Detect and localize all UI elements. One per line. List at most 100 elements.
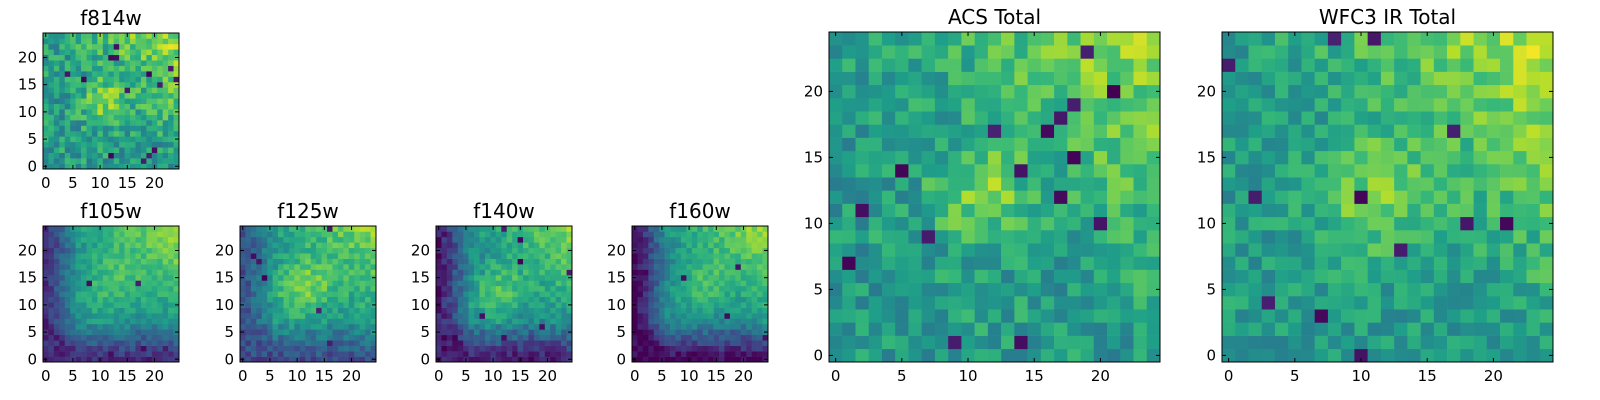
heatmap-cell: [1500, 58, 1514, 72]
heatmap-cell: [162, 285, 169, 292]
heatmap-cell: [113, 258, 120, 265]
heatmap-cell: [961, 111, 975, 125]
heatmap-cell: [162, 291, 169, 298]
heatmap-cell: [757, 302, 763, 308]
heatmap-cell: [151, 43, 158, 50]
heatmap-cell: [757, 269, 763, 276]
heatmap-cell: [1120, 177, 1134, 191]
heatmap-cell: [1274, 190, 1289, 204]
heatmap-cell: [348, 258, 355, 265]
heatmap-cell: [691, 318, 698, 325]
heatmap-cell: [934, 32, 949, 46]
heatmap-cell: [642, 258, 649, 265]
heatmap-cell: [961, 164, 975, 178]
heatmap-cell: [708, 258, 714, 265]
heatmap-cell: [113, 54, 120, 61]
heatmap-cell: [1301, 269, 1315, 284]
heatmap-cell: [278, 356, 284, 363]
heatmap-cell: [708, 334, 714, 341]
heatmap-cell: [64, 307, 71, 314]
heatmap-cell: [124, 285, 131, 292]
heatmap-cell: [113, 329, 120, 336]
heatmap-cell: [365, 313, 371, 319]
heatmap-cell: [921, 150, 936, 165]
heatmap-cell: [829, 322, 843, 336]
heatmap-cell: [1001, 84, 1015, 99]
heatmap-cell: [135, 43, 142, 50]
heatmap-cell: [48, 258, 55, 265]
heatmap-cell: [146, 54, 153, 61]
heatmap-cell: [659, 318, 665, 325]
heatmap-cell: [1040, 32, 1055, 46]
heatmap-cell: [119, 351, 125, 357]
heatmap-cell: [310, 323, 317, 330]
heatmap-cell: [544, 236, 551, 243]
heatmap-cell: [157, 49, 163, 56]
heatmap-cell: [81, 81, 87, 88]
heatmap-cell: [566, 280, 573, 287]
heatmap-cell: [746, 313, 752, 319]
heatmap-cell: [113, 65, 120, 72]
heatmap-cell: [528, 313, 535, 319]
heatmap-cell: [501, 269, 508, 276]
heatmap-cell: [43, 231, 49, 238]
heatmap-cell: [64, 33, 71, 39]
heatmap-cell: [1301, 296, 1315, 310]
heatmap-cell: [108, 274, 115, 281]
heatmap-cell: [278, 285, 284, 292]
heatmap-cell: [987, 282, 1002, 297]
heatmap-cell: [53, 60, 60, 66]
heatmap-cell: [501, 345, 508, 352]
heatmap-cell: [881, 71, 896, 86]
heatmap-cell: [1120, 111, 1134, 125]
heatmap-cell: [1248, 243, 1263, 257]
heatmap-cell: [1093, 256, 1108, 270]
heatmap-cell: [523, 351, 529, 357]
heatmap-cell: [648, 313, 655, 319]
heatmap-cell: [642, 253, 649, 259]
heatmap-cell: [1027, 150, 1042, 165]
heatmap-cell: [108, 92, 115, 99]
heatmap-cell: [135, 49, 142, 56]
heatmap-cell: [173, 92, 180, 99]
heatmap-cell: [146, 302, 153, 308]
heatmap-cell: [908, 348, 922, 363]
heatmap-cell: [327, 242, 333, 249]
heatmap-cell: [436, 264, 442, 270]
heatmap-cell: [463, 296, 469, 303]
heatmap-cell: [130, 323, 136, 330]
heatmap-cell: [735, 264, 742, 270]
heatmap-cell: [1120, 296, 1134, 310]
heatmap-cell: [1222, 322, 1236, 336]
heatmap-cell: [566, 269, 573, 276]
heatmap-cell: [1539, 243, 1554, 257]
heatmap-cell: [119, 65, 125, 72]
heatmap-cell: [1080, 203, 1095, 218]
heatmap-cell: [895, 322, 909, 336]
heatmap-cell: [533, 285, 540, 292]
heatmap-cell: [1473, 230, 1488, 244]
heatmap-cell: [1288, 256, 1302, 270]
heatmap-cell: [97, 114, 104, 121]
heatmap-cell: [691, 334, 698, 341]
heatmap-cell: [146, 340, 153, 346]
heatmap-cell: [1341, 216, 1355, 231]
heatmap-cell: [162, 231, 169, 238]
heatmap-cell: [490, 274, 497, 281]
heatmap-cell: [278, 302, 284, 308]
heatmap-cell: [48, 163, 55, 170]
heatmap-cell: [1054, 164, 1068, 178]
heatmap-cell: [490, 264, 497, 270]
heatmap-cell: [751, 302, 758, 308]
heatmap-cell: [934, 150, 949, 165]
x-tick-label: 0: [41, 174, 51, 192]
heatmap-cell: [908, 190, 922, 204]
heatmap-cell: [321, 329, 328, 336]
heatmap-cell: [446, 356, 453, 363]
heatmap-cell: [321, 242, 328, 249]
heatmap-cell: [637, 280, 644, 287]
heatmap-cell: [1433, 243, 1448, 257]
heatmap-cell: [157, 163, 163, 170]
heatmap-cell: [1133, 282, 1148, 297]
heatmap-cell: [91, 114, 98, 121]
